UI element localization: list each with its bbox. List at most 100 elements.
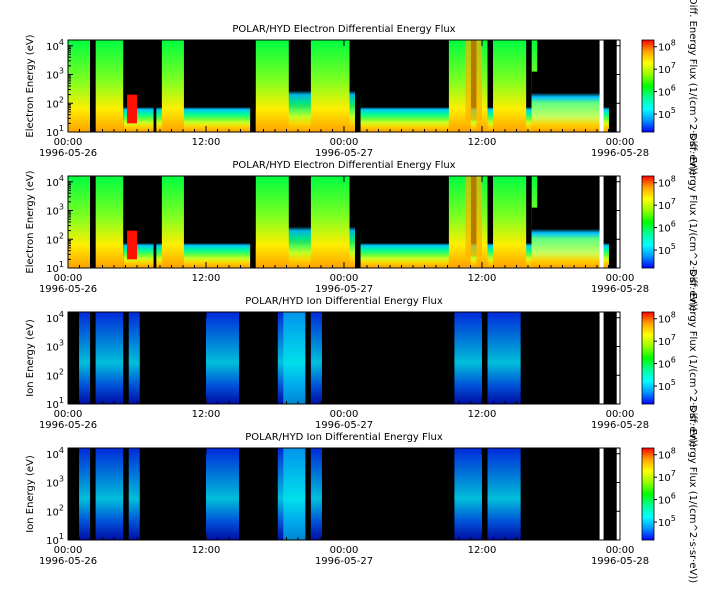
- x-tick-date: 1996-05-26: [39, 284, 97, 295]
- x-tick-time: 00:00: [330, 137, 359, 148]
- y-tick-label: 101: [46, 124, 64, 139]
- data-gap: [355, 176, 361, 268]
- electron-peak-orange: [465, 176, 482, 257]
- data-gap: [90, 176, 96, 268]
- colorbar-tick-label: 107: [658, 61, 676, 76]
- x-tick-date: 1996-05-26: [39, 556, 97, 567]
- x-tick-date: 1996-05-26: [39, 148, 97, 159]
- y-axis-label: Electron Energy (eV): [25, 170, 36, 273]
- data-gap: [250, 176, 256, 268]
- plot-background: [68, 448, 620, 540]
- ion-flux-column: [79, 312, 140, 404]
- panel-title: POLAR/HYD Electron Differential Energy F…: [232, 24, 455, 35]
- electron-burst-column: [68, 40, 91, 132]
- electron-burst-column: [161, 40, 184, 132]
- x-tick-time: 12:00: [192, 273, 221, 284]
- colorbar: [641, 311, 655, 405]
- electron-late-band: [531, 71, 604, 132]
- y-axis-label: Electron Energy (eV): [25, 34, 36, 137]
- data-gap: [305, 448, 311, 540]
- x-tick-time: 12:00: [468, 545, 497, 556]
- colorbar-tick-label: 108: [658, 311, 676, 326]
- y-tick-label: 104: [46, 310, 64, 325]
- colorbar-tick-label: 105: [658, 106, 676, 121]
- panel-4: POLAR/HYD Ion Differential Energy Flux Io…: [25, 405, 698, 583]
- data-gap: [482, 448, 488, 540]
- data-gap: [250, 40, 256, 132]
- y-axis-label: Ion Energy (eV): [25, 319, 36, 397]
- colorbar-label: Diff. Energy Flux (1/(cm^2·s·sr·eV)): [687, 0, 698, 175]
- panel-3: POLAR/HYD Ion Differential Energy Flux Io…: [25, 269, 698, 447]
- x-tick-date: 1996-05-27: [315, 148, 373, 159]
- x-tick-time: 00:00: [54, 273, 83, 284]
- data-gap: [482, 312, 488, 404]
- colorbar-tick-label: 105: [658, 514, 676, 529]
- electron-burst-column: [310, 176, 350, 268]
- spectrogram-image: [79, 448, 620, 540]
- ion-flux-column: [206, 312, 240, 404]
- data-gap: [123, 448, 129, 540]
- data-gap: [305, 312, 311, 404]
- x-tick-time: 00:00: [606, 545, 635, 556]
- x-tick-time: 00:00: [330, 545, 359, 556]
- data-gap: [90, 448, 96, 540]
- missing-data-stripe: [599, 312, 604, 404]
- electron-peak-orange: [465, 40, 482, 121]
- colorbar-tick-label: 107: [658, 197, 676, 212]
- colorbar-tick-label: 105: [658, 378, 676, 393]
- y-tick-label: 103: [46, 475, 64, 490]
- x-tick-date: 1996-05-26: [39, 420, 97, 431]
- spectrogram-image: [68, 176, 620, 268]
- y-tick-label: 104: [46, 38, 64, 53]
- electron-peak-red: [127, 94, 137, 124]
- electron-burst-column: [255, 40, 289, 132]
- missing-data-stripe: [616, 312, 620, 404]
- electron-burst-column: [310, 40, 350, 132]
- y-tick-label: 103: [46, 203, 64, 218]
- panel-title: POLAR/HYD Ion Differential Energy Flux: [245, 432, 443, 443]
- x-tick-date: 1996-05-27: [315, 420, 373, 431]
- colorbar: [641, 447, 655, 541]
- x-tick-time: 00:00: [54, 409, 83, 420]
- y-tick-label: 102: [46, 95, 64, 110]
- data-gap: [608, 40, 620, 132]
- ion-flux-column: [206, 448, 240, 540]
- colorbar-tick-label: 106: [658, 356, 676, 371]
- data-gap: [90, 312, 96, 404]
- colorbar: [641, 39, 655, 133]
- colorbar-label: Diff. Energy Flux (1/(cm^2·s·sr·eV)): [687, 269, 698, 447]
- x-tick-time: 12:00: [468, 409, 497, 420]
- x-tick-time: 00:00: [54, 137, 83, 148]
- electron-late-band: [531, 207, 604, 268]
- colorbar-tick-label: 106: [658, 492, 676, 507]
- data-gap: [608, 176, 620, 268]
- electron-burst-column: [255, 176, 289, 268]
- data-gap: [153, 40, 157, 132]
- y-tick-label: 101: [46, 396, 64, 411]
- x-tick-time: 12:00: [468, 137, 497, 148]
- colorbar-tick-label: 106: [658, 220, 676, 235]
- data-gap: [531, 448, 609, 540]
- ion-flux-column: [79, 448, 140, 540]
- electron-burst-column: [161, 176, 184, 268]
- y-tick-label: 102: [46, 503, 64, 518]
- panel-title: POLAR/HYD Ion Differential Energy Flux: [245, 296, 443, 307]
- y-tick-label: 102: [46, 231, 64, 246]
- electron-peak-red: [127, 230, 137, 260]
- x-tick-time: 12:00: [192, 137, 221, 148]
- electron-burst-column: [95, 40, 124, 132]
- x-tick-time: 12:00: [192, 545, 221, 556]
- x-tick-date: 1996-05-27: [315, 556, 373, 567]
- missing-data-stripe: [616, 176, 620, 268]
- data-gap: [90, 40, 96, 132]
- x-tick-time: 00:00: [606, 273, 635, 284]
- x-tick-time: 00:00: [54, 545, 83, 556]
- electron-burst-column: [493, 176, 527, 268]
- colorbar-tick-label: 108: [658, 447, 676, 462]
- spectrogram-image: [79, 312, 620, 404]
- spectrogram-image: [68, 40, 620, 132]
- x-tick-date: 1996-05-28: [591, 420, 649, 431]
- x-tick-time: 12:00: [192, 409, 221, 420]
- y-tick-label: 103: [46, 67, 64, 82]
